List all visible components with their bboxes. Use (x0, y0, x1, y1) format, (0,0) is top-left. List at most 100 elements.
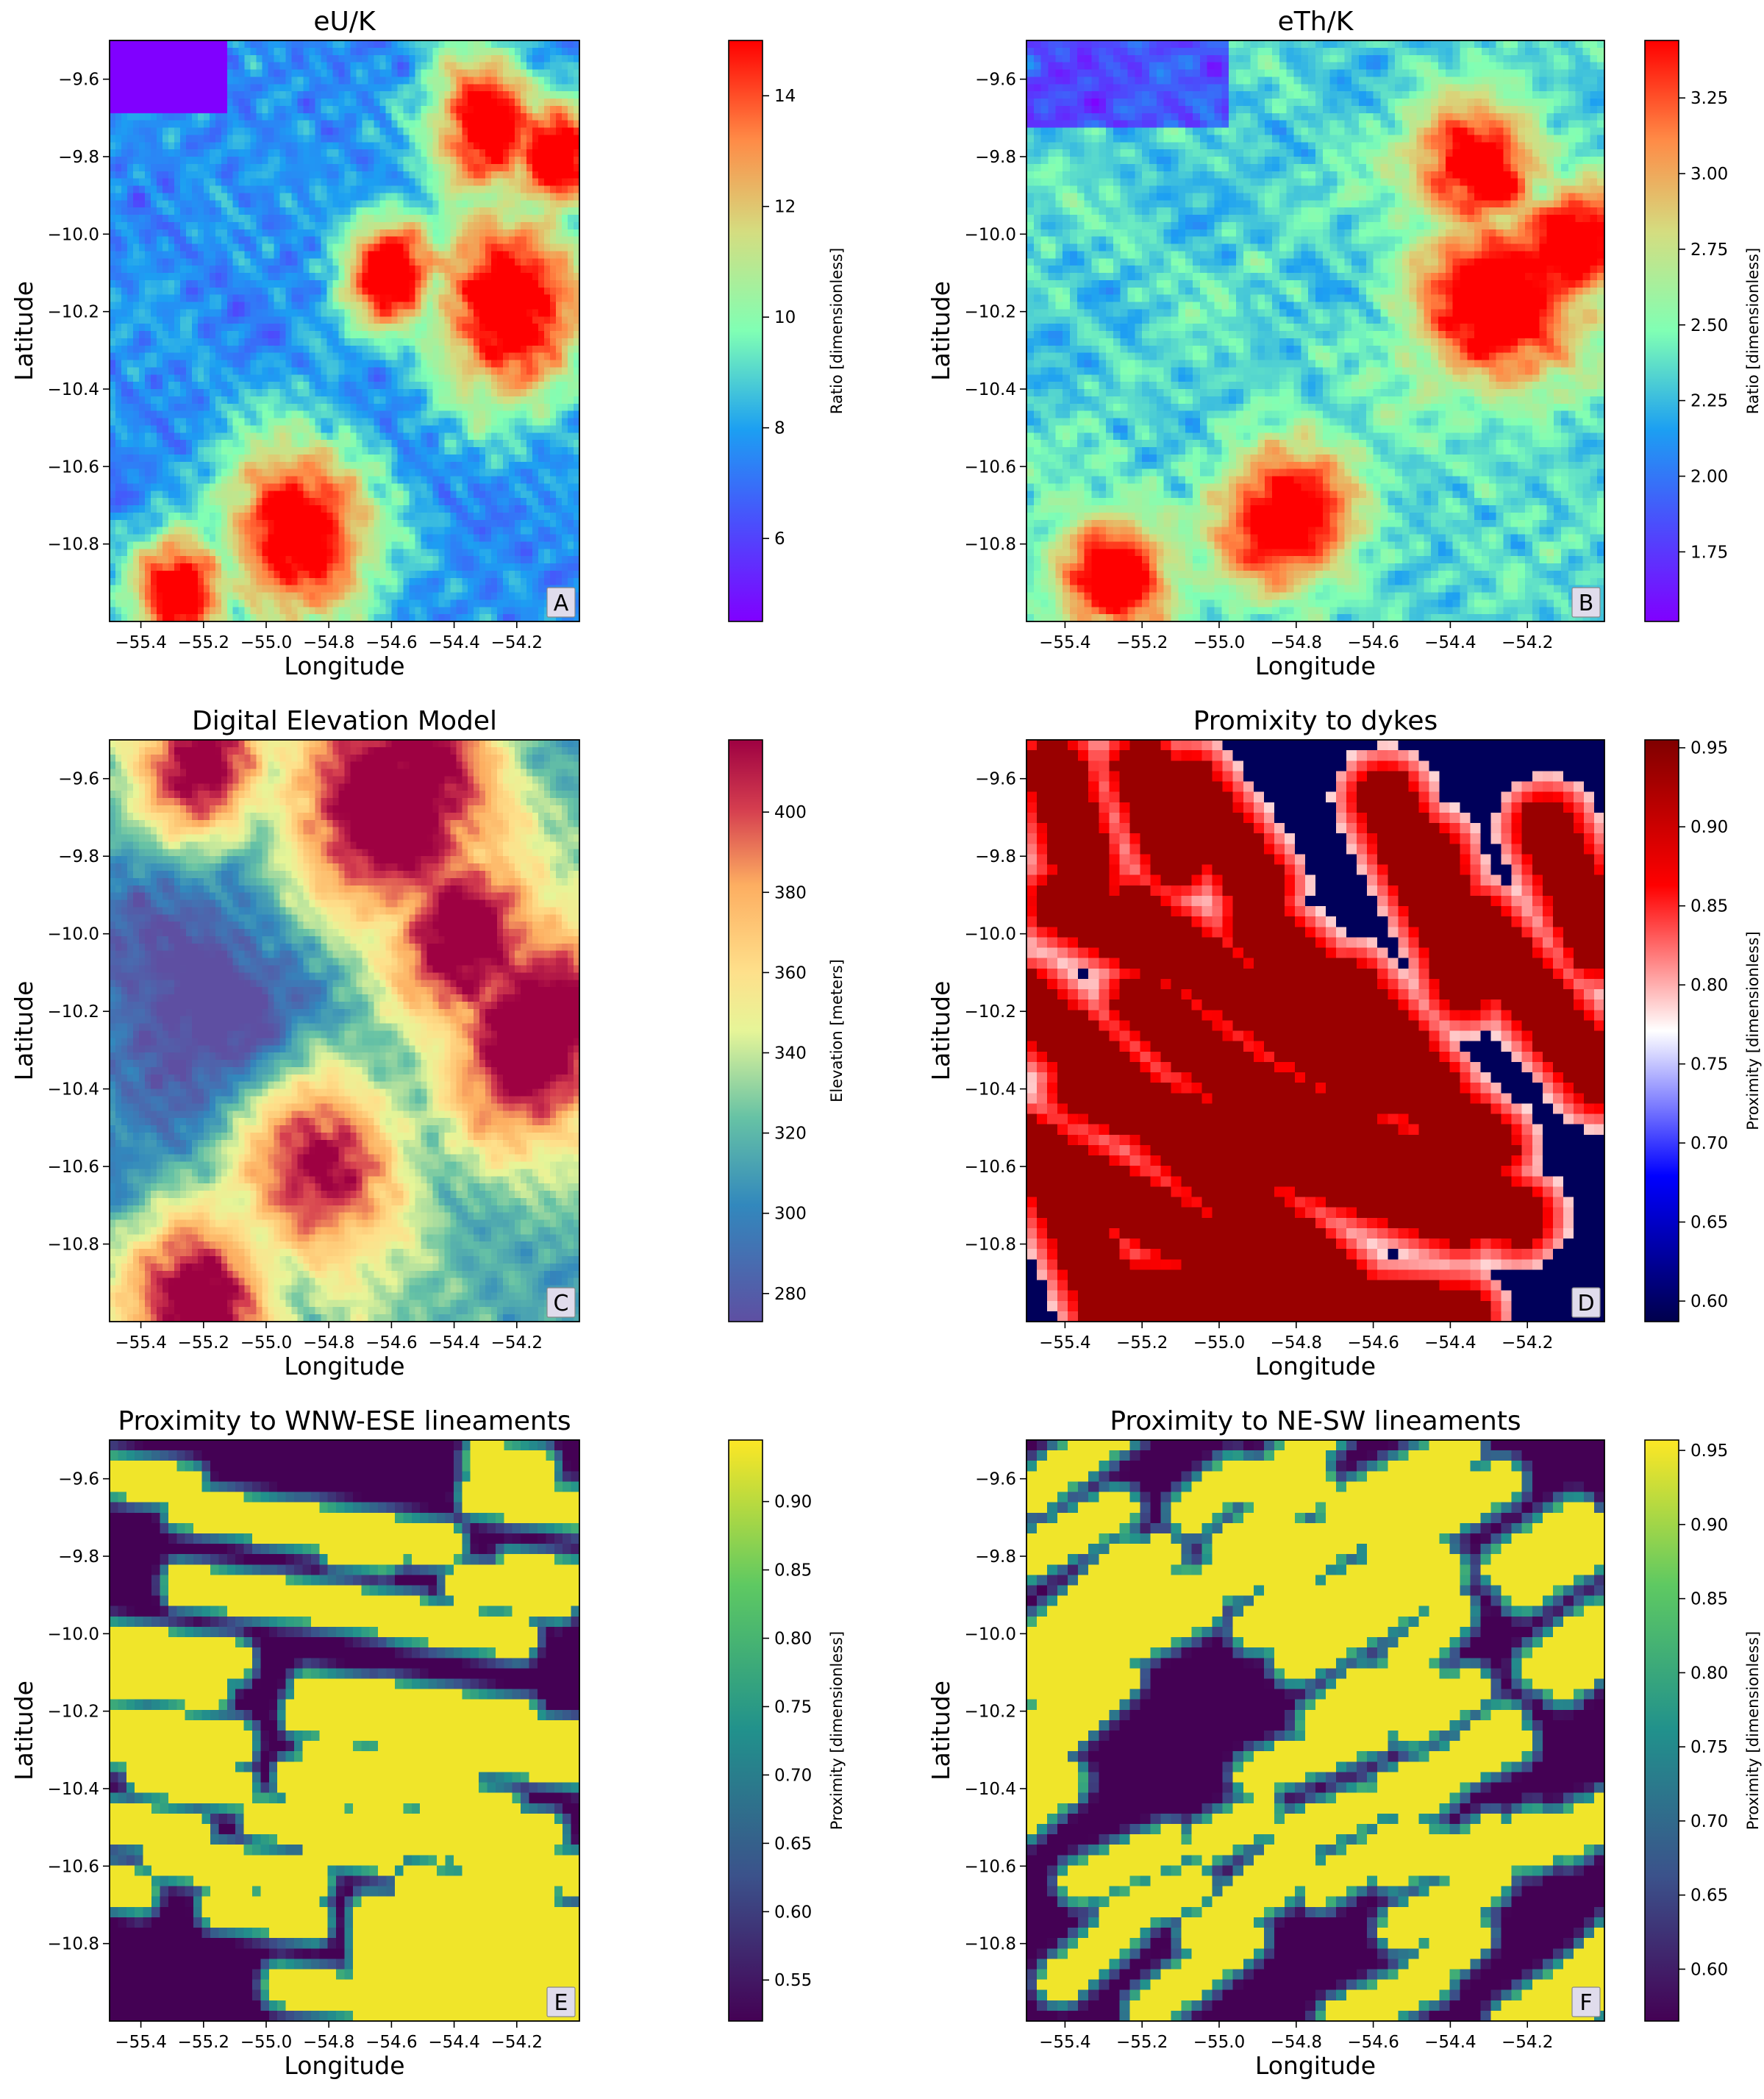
heatmap-cell (544, 353, 551, 360)
heatmap-cell (321, 331, 328, 338)
heatmap-cell (180, 288, 187, 295)
heatmap-cell (526, 273, 533, 280)
heatmap-cell (274, 302, 281, 310)
heatmap-cell (356, 63, 363, 70)
heatmap-cell (157, 149, 163, 157)
heatmap-cell (227, 99, 234, 106)
heatmap-cell (568, 171, 574, 179)
heatmap-cell (327, 273, 334, 280)
heatmap-cell (345, 70, 351, 77)
heatmap-cell (333, 222, 340, 229)
heatmap-cell (350, 295, 357, 302)
heatmap-cell (139, 251, 146, 258)
heatmap-cell (379, 215, 386, 222)
heatmap-cell (121, 48, 128, 55)
heatmap-cell (345, 193, 351, 200)
heatmap-cell (397, 99, 404, 106)
heatmap-cell (391, 302, 398, 310)
heatmap-cell (462, 244, 468, 252)
heatmap-cell (292, 280, 299, 288)
heatmap-cell (462, 157, 468, 164)
heatmap-cell (115, 171, 122, 179)
heatmap-cell (245, 40, 251, 48)
heatmap-cell (450, 63, 457, 70)
heatmap-cell (263, 121, 269, 128)
heatmap-cell (251, 84, 257, 91)
heatmap-cell (157, 309, 163, 316)
heatmap-cell (450, 346, 457, 353)
heatmap-cell (174, 121, 181, 128)
heatmap-cell (115, 99, 122, 106)
heatmap-cell (491, 324, 498, 331)
heatmap-cell (485, 135, 492, 142)
heatmap-cell (221, 309, 228, 316)
heatmap-cell (245, 280, 251, 288)
heatmap-cell (462, 63, 468, 70)
heatmap-cell (397, 48, 404, 55)
heatmap-cell (310, 142, 316, 149)
heatmap-cell (274, 179, 281, 186)
heatmap-cell (333, 316, 340, 324)
heatmap-cell (192, 316, 199, 324)
heatmap-cell (151, 135, 157, 142)
heatmap-cell (192, 113, 199, 121)
heatmap-cell (491, 316, 498, 324)
heatmap-cell (192, 135, 199, 142)
heatmap-cell (204, 215, 210, 222)
heatmap-cell (192, 149, 199, 157)
heatmap-cell (174, 353, 181, 360)
heatmap-cell (339, 135, 346, 142)
heatmap-cell (362, 258, 368, 266)
heatmap-cell (462, 128, 468, 135)
heatmap-cell (450, 280, 457, 288)
heatmap-cell (397, 76, 404, 84)
heatmap-cell (286, 121, 293, 128)
heatmap-cell (374, 40, 380, 48)
heatmap-cell (544, 229, 551, 237)
heatmap-cell (274, 63, 281, 70)
heatmap-cell (403, 40, 410, 48)
heatmap-cell (133, 106, 140, 113)
heatmap-cell (198, 229, 204, 237)
heatmap-cell (415, 273, 421, 280)
heatmap-cell (462, 273, 468, 280)
heatmap-cell (345, 266, 351, 273)
heatmap-cell (403, 128, 410, 135)
heatmap-cell (550, 338, 557, 346)
heatmap-cell (391, 316, 398, 324)
heatmap-cell (227, 280, 234, 288)
heatmap-cell (368, 128, 374, 135)
heatmap-cell (174, 113, 181, 121)
heatmap-cell (479, 280, 486, 288)
heatmap-cell (292, 200, 299, 207)
heatmap-cell (204, 353, 210, 360)
heatmap-cell (350, 237, 357, 244)
heatmap-cell (374, 346, 380, 353)
heatmap-cell (421, 353, 427, 360)
heatmap-cell (245, 215, 251, 222)
heatmap-cell (298, 70, 304, 77)
heatmap-cell (204, 179, 210, 186)
heatmap-cell (450, 84, 457, 91)
heatmap-cell (163, 179, 169, 186)
heatmap-cell (198, 179, 204, 186)
heatmap-cell (180, 280, 187, 288)
heatmap-cell (210, 200, 216, 207)
heatmap-cell (280, 99, 287, 106)
heatmap-cell (438, 121, 445, 128)
heatmap-cell (292, 128, 299, 135)
heatmap-cell (204, 316, 210, 324)
heatmap-cell (450, 121, 457, 128)
heatmap-cell (133, 266, 140, 273)
heatmap-cell (568, 251, 574, 258)
heatmap-cell (368, 113, 374, 121)
heatmap-cell (233, 70, 240, 77)
heatmap-cell (474, 258, 480, 266)
heatmap-cell (450, 200, 457, 207)
heatmap-cell (251, 63, 257, 70)
heatmap-cell (415, 186, 421, 193)
heatmap-cell (315, 99, 322, 106)
heatmap-cell (397, 186, 404, 193)
heatmap-cell (379, 76, 386, 84)
heatmap-cell (568, 149, 574, 157)
